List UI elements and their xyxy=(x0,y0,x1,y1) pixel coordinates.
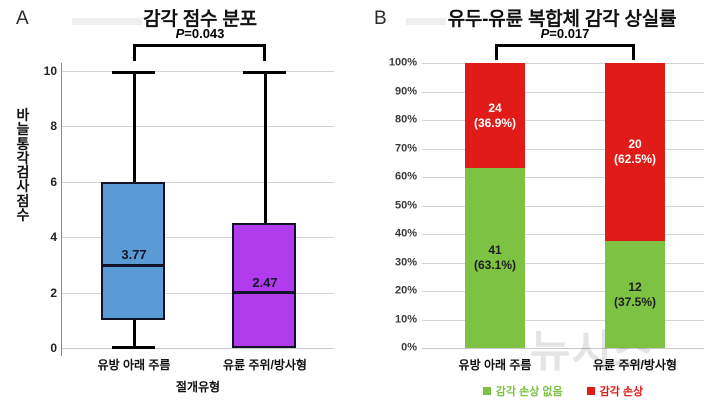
p-italic-b: P xyxy=(540,26,550,41)
bracket-top-a xyxy=(133,44,266,47)
bar-2-intact-percent: (37.5%) xyxy=(613,294,657,309)
legend-label-loss: 감각 손상 xyxy=(599,386,644,398)
bracket-right-a xyxy=(263,44,266,61)
bracket-right-b xyxy=(632,44,635,60)
bracket-top-b xyxy=(495,44,635,47)
panel-b-legend: 감각 손상 없음 감각 손상 xyxy=(422,383,704,399)
ytick-b-0: 0% xyxy=(401,341,417,354)
ytick-b-100: 100% xyxy=(388,56,417,69)
panel-a-y-axis-title: 바늘통각검사 점수 xyxy=(16,107,30,223)
bar-1-segment-intact: 41 (63.1%) xyxy=(465,168,525,348)
panel-a-x-axis-title: 절개유형 xyxy=(175,380,221,394)
median-line-1 xyxy=(101,263,165,267)
ytick-a-10: 10 xyxy=(43,64,57,78)
gridline-b-50 xyxy=(422,205,704,207)
gridline-b-40 xyxy=(422,234,704,235)
gridline-b-100 xyxy=(422,63,704,64)
xtick-b-1: 유방 아래 주름 xyxy=(458,358,532,372)
ytick-a-0: 0 xyxy=(50,341,57,355)
gridline-b-70 xyxy=(422,148,704,150)
legend-item-loss[interactable]: 감각 손상 xyxy=(586,383,644,399)
legend-label-intact: 감각 손상 없음 xyxy=(495,386,563,398)
panel-a-plot-area: 10 8 6 4 2 0 3.77 유방 아래 주름 xyxy=(44,63,334,372)
panel-a: A 감각 점수 분포 바늘통각검사 점수 10 8 6 4 2 0 xyxy=(16,8,334,394)
p-italic-a: P xyxy=(175,26,185,41)
gridline-a-10 xyxy=(62,71,334,72)
gridline-a-8 xyxy=(62,126,334,128)
box-group-1 xyxy=(101,181,165,321)
legend-item-intact[interactable]: 감각 손상 없음 xyxy=(482,383,563,399)
gridline-b-60 xyxy=(422,177,704,178)
xtick-a-1: 유방 아래 주름 xyxy=(97,358,171,372)
ytick-b-40: 40% xyxy=(394,227,417,240)
bar-1-loss-count: 24 xyxy=(488,100,502,115)
gridline-a-4 xyxy=(62,237,334,239)
whisker-lower-1 xyxy=(132,320,136,349)
panel-a-letter: A xyxy=(16,8,29,29)
whisker-cap-upper-2 xyxy=(243,71,286,74)
whisker-upper-1 xyxy=(132,71,136,182)
bar-2-loss-percent: (62.5%) xyxy=(613,152,657,167)
panel-a-title: 감각 점수 분포 xyxy=(143,9,257,30)
ytick-a-4: 4 xyxy=(50,230,57,245)
whisker-upper-2 xyxy=(263,71,267,224)
bar-1-intact-percent: (63.1%) xyxy=(473,258,517,273)
panel-b-p-value: P=0.017 xyxy=(541,26,590,41)
ytick-b-60: 60% xyxy=(394,170,417,183)
panel-b-letter: B xyxy=(374,8,387,29)
bracket-left-a xyxy=(133,44,136,61)
gridline-a-2 xyxy=(62,292,334,294)
ytick-b-70: 70% xyxy=(394,142,417,154)
legend-swatch-green-icon xyxy=(482,387,491,395)
ytick-b-80: 80% xyxy=(394,113,417,126)
ytick-a-8: 8 xyxy=(50,119,57,134)
gridline-b-30 xyxy=(422,262,704,264)
xtick-b-2: 유륜 주위/방사형 xyxy=(593,358,677,372)
bar-2-loss-count: 20 xyxy=(628,137,642,152)
bar-1-loss-percent: (36.9%) xyxy=(473,115,517,130)
mean-label-2: 2.47 xyxy=(252,275,278,290)
title-ghost-b xyxy=(406,18,446,25)
panel-a-y-axis-line xyxy=(61,63,62,356)
bar-2-segment-intact: 12 (37.5%) xyxy=(605,241,665,348)
bar-2-segment-loss: 20 (62.5%) xyxy=(605,63,665,242)
gridline-b-80 xyxy=(422,120,704,121)
bar-2-intact-count: 12 xyxy=(628,279,642,294)
gridline-a-0 xyxy=(62,348,334,349)
p-value-b-number: =0.017 xyxy=(549,26,590,41)
bar-1-segment-loss: 24 (36.9%) xyxy=(465,63,525,169)
panel-a-significance-bracket xyxy=(133,44,266,71)
title-ghost-a xyxy=(72,18,142,25)
whisker-cap-lower-1 xyxy=(112,346,155,349)
gridline-b-20 xyxy=(422,291,704,292)
mean-label-1: 3.77 xyxy=(121,247,147,262)
bar-1-intact-count: 41 xyxy=(488,243,502,258)
ytick-a-2: 2 xyxy=(50,285,57,300)
ytick-b-30: 30% xyxy=(394,256,417,268)
p-value-a-number: =0.043 xyxy=(184,26,225,41)
box-group-2 xyxy=(232,223,296,348)
gridline-b-0 xyxy=(422,348,704,349)
gridline-b-90 xyxy=(422,91,704,93)
bracket-left-b xyxy=(495,44,498,60)
ytick-b-10: 10% xyxy=(394,313,417,325)
ytick-a-6: 6 xyxy=(50,174,57,189)
whisker-cap-upper-1 xyxy=(112,71,155,74)
gridline-a-6 xyxy=(62,181,334,183)
median-line-2 xyxy=(232,291,296,295)
legend-swatch-red-icon xyxy=(586,387,595,395)
panel-b-plot-area: 100% 90% 80% 70% 60% 50% 40% 30% 20% 10%… xyxy=(389,57,704,377)
panel-b-significance-bracket xyxy=(495,44,635,66)
ytick-b-50: 50% xyxy=(394,199,417,211)
ytick-b-20: 20% xyxy=(394,284,417,297)
ytick-b-90: 90% xyxy=(394,85,417,97)
panel-b-title: 유두-유륜 복합체 감각 상실률 xyxy=(447,9,677,30)
panel-a-p-value: P=0.043 xyxy=(176,26,225,41)
xtick-a-2: 유륜 주위/방사형 xyxy=(223,358,307,372)
gridline-b-10 xyxy=(422,319,704,321)
panel-b: B 유두-유륜 복합체 감각 상실률 100% 90% 80% 70% 60% … xyxy=(360,0,720,406)
